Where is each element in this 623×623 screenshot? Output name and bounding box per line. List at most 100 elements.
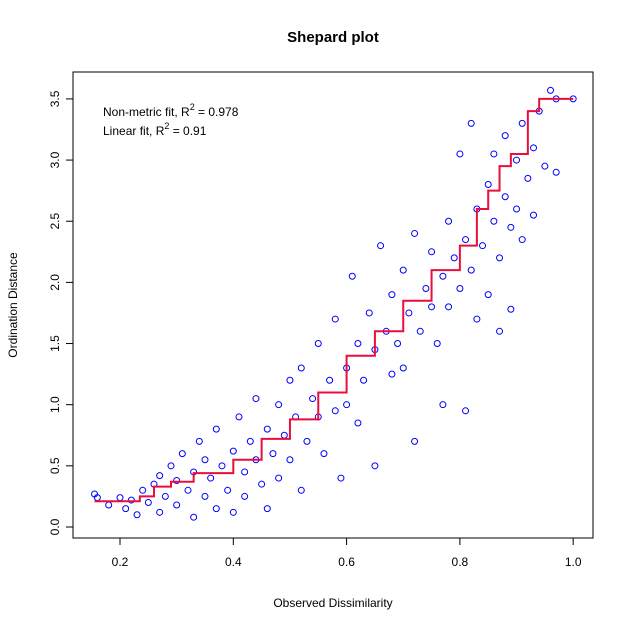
point	[513, 205, 521, 213]
point	[331, 407, 339, 415]
point	[467, 119, 475, 127]
point	[326, 376, 334, 384]
point	[484, 181, 492, 189]
fit-line	[94, 97, 574, 503]
point	[450, 254, 458, 262]
chart-title: Shepard plot	[287, 29, 379, 46]
point	[456, 150, 464, 158]
point	[241, 468, 249, 476]
point	[507, 223, 515, 231]
annotation: Non-metric fit, R2 = 0.978	[103, 102, 239, 119]
point	[343, 401, 351, 409]
point	[122, 505, 130, 513]
point	[428, 303, 436, 311]
annotation-text: Non-metric fit, R	[103, 105, 190, 119]
point	[518, 236, 526, 244]
point	[365, 309, 373, 317]
point	[229, 508, 237, 516]
point	[484, 291, 492, 299]
y-tick-label: 2.0	[48, 274, 62, 291]
point	[133, 511, 141, 519]
point	[246, 437, 254, 445]
point	[235, 413, 243, 421]
y-tick-label: 0.0	[48, 518, 62, 535]
point	[439, 401, 447, 409]
point	[388, 291, 396, 299]
point	[286, 456, 294, 464]
plot-frame	[72, 71, 594, 539]
point	[218, 462, 226, 470]
annotation-sup: 2	[164, 121, 169, 131]
point	[286, 376, 294, 384]
point	[161, 492, 169, 500]
point	[462, 236, 470, 244]
point	[263, 505, 271, 513]
y-tick-label: 0.5	[48, 457, 62, 474]
x-tick-label: 0.2	[112, 555, 129, 569]
point	[541, 162, 549, 170]
point	[445, 303, 453, 311]
x-tick-label: 0.4	[225, 555, 242, 569]
x-tick-label: 0.6	[338, 555, 355, 569]
x-tick-label: 0.8	[452, 555, 469, 569]
point	[127, 496, 135, 504]
annotation-text: = 0.978	[195, 105, 239, 119]
point	[428, 248, 436, 256]
point	[337, 474, 345, 482]
point	[496, 254, 504, 262]
annotation-text: = 0.91	[169, 124, 206, 138]
point	[241, 492, 249, 500]
point	[377, 242, 385, 250]
point	[394, 340, 402, 348]
point	[354, 419, 362, 427]
annotation: Linear fit, R2 = 0.91	[103, 121, 207, 138]
point	[348, 272, 356, 280]
point	[501, 132, 509, 140]
point	[309, 395, 317, 403]
point	[314, 340, 322, 348]
point	[201, 456, 209, 464]
point	[388, 370, 396, 378]
point	[547, 86, 555, 94]
point	[422, 284, 430, 292]
point	[462, 407, 470, 415]
point	[269, 450, 277, 458]
point	[456, 284, 464, 292]
point	[411, 229, 419, 237]
point	[399, 266, 407, 274]
point	[416, 327, 424, 335]
point	[439, 272, 447, 280]
point	[496, 327, 504, 335]
point	[297, 364, 305, 372]
point	[263, 425, 271, 433]
point	[207, 474, 215, 482]
point	[405, 309, 413, 317]
y-tick-label: 2.5	[48, 213, 62, 230]
point	[258, 480, 266, 488]
point	[445, 217, 453, 225]
point	[303, 437, 311, 445]
point	[252, 395, 260, 403]
point	[513, 156, 521, 164]
y-axis-label: Ordination Distance	[6, 252, 20, 358]
point	[190, 513, 198, 521]
y-tick-label: 3.5	[48, 90, 62, 107]
x-axis-label: Observed Dissimilarity	[273, 596, 392, 610]
point	[411, 437, 419, 445]
point	[144, 499, 152, 507]
point	[173, 501, 181, 509]
point	[501, 193, 509, 201]
point	[201, 492, 209, 500]
point	[479, 242, 487, 250]
point	[490, 217, 498, 225]
point	[399, 364, 407, 372]
point	[490, 150, 498, 158]
annotation-sup: 2	[190, 102, 195, 112]
point	[433, 340, 441, 348]
point	[297, 486, 305, 494]
x-tick-label: 1.0	[565, 555, 582, 569]
point	[275, 474, 283, 482]
point	[524, 174, 532, 182]
point	[371, 462, 379, 470]
